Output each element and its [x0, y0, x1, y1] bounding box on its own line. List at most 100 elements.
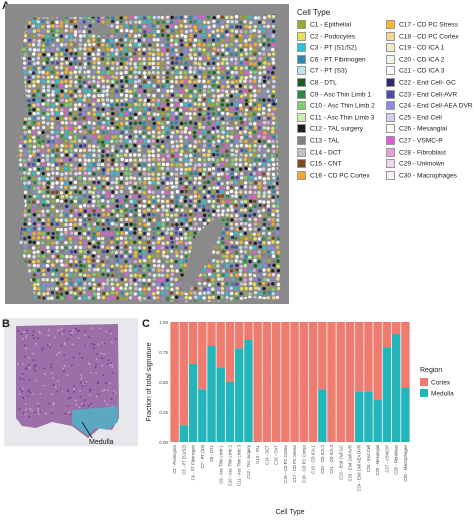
x-tick-label: C26 - Mesangial: [375, 445, 380, 476]
legend-swatch: [297, 101, 306, 111]
bar-medulla: [355, 391, 364, 442]
bar-medulla: [179, 425, 188, 442]
x-tick-label: C3 - PT (S1/S2): [181, 444, 186, 474]
legend-swatch: [297, 170, 306, 180]
x-tick-label: C19 - CD ICA 1: [311, 444, 316, 474]
x-tick-label: C24 - End Cell AEA DVR: [357, 445, 362, 491]
x-tick-label: C14 - DCT: [264, 445, 269, 465]
legend-label: C19 - CD ICA 1: [399, 44, 445, 52]
bar-medulla: [216, 367, 225, 442]
bar-cortex: [299, 322, 308, 442]
spatial-map-canvas: [17, 14, 281, 302]
medulla-pointer: [81, 421, 93, 439]
x-tick-label: C22 - End Cell GC: [338, 445, 343, 480]
legend-item: C8 - DTL: [297, 78, 337, 88]
bar-cortex: [216, 322, 225, 368]
y-tick-label: 0.00: [159, 440, 168, 445]
legend-label: C27 - VSMC-P: [399, 137, 443, 145]
bar-medulla: [392, 334, 401, 442]
region-legend-swatch: [420, 389, 428, 397]
legend-label: C1 - Epithelial: [310, 21, 352, 29]
bar-medulla: [373, 400, 382, 442]
x-tick-label: C9 - Asc Thin Limb 1: [218, 444, 223, 483]
x-tick-label: C21 - CD ICA 3: [329, 444, 334, 474]
bar-medulla: [188, 364, 198, 442]
legend-item: C6 - PT Fibrinogen: [297, 54, 366, 65]
legend-item: C28 - Fibroblast: [386, 147, 446, 158]
legend-label: C9 - Asc Thin Limb 1: [310, 90, 372, 98]
bar-cortex: [401, 322, 410, 388]
legend-swatch: [297, 66, 306, 76]
bar-medulla: [382, 347, 392, 442]
legend-swatch: [386, 101, 395, 111]
legend-item: C26 - Mesangial: [386, 124, 447, 134]
legend-item: C23 - End Cell-AVR: [386, 89, 458, 100]
legend-item: C2 - Podocytes: [297, 31, 355, 42]
legend-label: C14 - DCT: [310, 148, 342, 156]
x-tick-label: C15 - CNT: [274, 445, 279, 465]
region-legend-label: Cortex: [431, 380, 451, 387]
legend-label: C18 - CD PC Cortex: [399, 32, 459, 40]
legend-item: C20 - CD ICA 2: [386, 54, 444, 65]
legend-swatch: [297, 89, 306, 99]
medulla-annotation: Medulla: [89, 439, 114, 446]
bar-cortex: [225, 322, 235, 382]
bar-cortex: [262, 322, 272, 442]
x-tick-label: C28 - Fibroblast: [394, 444, 399, 475]
legend-swatch: [297, 112, 306, 122]
y-axis-label: Fraction of total signature: [146, 342, 153, 421]
bar-cortex: [188, 322, 198, 364]
celltype-legend-title: Cell Type: [297, 8, 331, 17]
legend-swatch: [386, 66, 395, 76]
legend-swatch: [386, 89, 395, 99]
legend-swatch: [386, 112, 395, 122]
panel-label-b: B: [2, 318, 10, 330]
x-tick-label: C23 - End Cell AVR: [348, 445, 353, 481]
legend-item: C29 - Unknown: [386, 159, 444, 169]
legend-label: C16 - CD PC Cortex: [310, 172, 370, 180]
x-tick-label: C16 - CD PC Cortex: [283, 444, 288, 483]
legend-label: C24 - End Cell-AEA DVR: [399, 102, 473, 110]
x-tick-label: C6 - PT Fibrinogen: [191, 444, 196, 480]
x-tick-label: C30 - Macrophages: [403, 445, 408, 482]
legend-label: C30 - Macrophages: [399, 172, 457, 180]
bar-medulla: [207, 346, 216, 442]
panel-c: C 0.00 0.25 0.50 0.75 1.00 C2 - Podocytes C3 …: [140, 318, 474, 517]
legend-item: C24 - End Cell-AEA DVR: [386, 101, 473, 111]
legend-label: C10 - Asc Thin Limb 2: [310, 102, 375, 110]
legend-swatch: [297, 78, 306, 87]
legend-swatch: [386, 31, 395, 41]
legend-label: C25 - End Cell: [399, 114, 442, 122]
legend-swatch: [297, 54, 306, 64]
legend-item: C21 - CD ICA 3: [386, 66, 444, 76]
bar-medulla: [318, 389, 327, 442]
x-tick-label: C17 - CD PC Stress: [292, 445, 297, 482]
y-tick-label: 0.25: [159, 410, 168, 415]
bar-cortex: [198, 322, 207, 390]
legend-swatch: [386, 124, 395, 134]
bar-cortex: [281, 322, 290, 442]
x-tick-label: C20 - CD ICA 2: [320, 444, 325, 474]
legend-swatch: [386, 78, 395, 87]
legend-label: C13 - TAL: [310, 137, 340, 145]
bar-cortex: [373, 322, 382, 400]
legend-item: C17 - CD PC Stress: [386, 20, 458, 30]
bar-medulla: [401, 388, 410, 442]
legend-swatch: [297, 43, 306, 53]
y-tick-label: 0.50: [159, 380, 168, 385]
bar-cortex: [382, 322, 392, 348]
legend-label: C21 - CD ICA 3: [399, 67, 445, 75]
bar-cortex: [290, 322, 299, 442]
bar-medulla: [198, 389, 207, 442]
legend-label: C23 - End Cell-AVR: [399, 90, 458, 98]
bar-cortex: [392, 322, 401, 334]
legend-swatch: [297, 20, 306, 29]
x-tick-label: C27 - VSMC/P: [384, 445, 389, 473]
legend-item: C10 - Asc Thin Limb 2: [297, 101, 375, 111]
x-tick-label: C2 - Podocytes: [172, 445, 177, 474]
legend-label: C7 - PT (S3): [310, 67, 347, 75]
legend-label: C28 - Fibroblast: [399, 148, 446, 156]
bar-cortex: [207, 322, 216, 346]
legend-item: C7 - PT (S3): [297, 66, 347, 76]
bar-cortex: [364, 322, 373, 392]
